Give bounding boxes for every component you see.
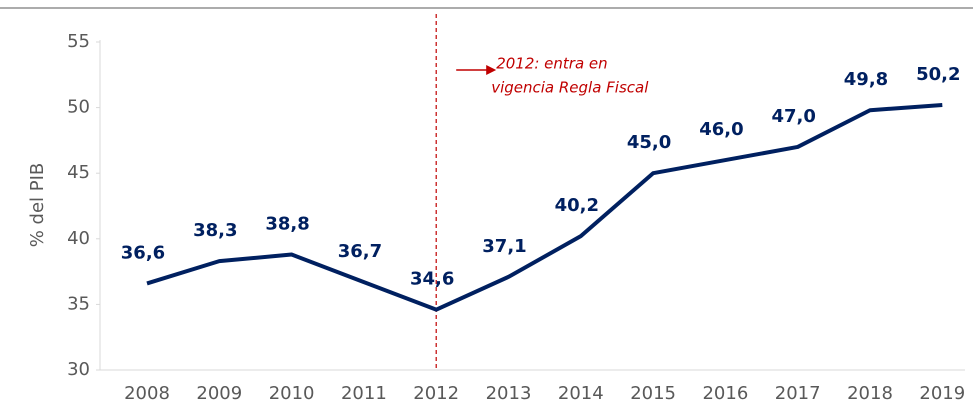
data-label: 45,0 — [627, 132, 671, 153]
data-label: 50,2 — [916, 64, 960, 85]
x-tick-label: 2009 — [196, 383, 242, 404]
annotation-text: vigencia Regla Fiscal — [491, 79, 649, 97]
y-tick-label: 45 — [67, 162, 90, 183]
annotation-text: 2012: entra en — [496, 55, 607, 73]
x-tick-label: 2014 — [558, 383, 604, 404]
x-tick-label: 2018 — [847, 383, 893, 404]
data-label: 47,0 — [771, 106, 815, 127]
x-tick-label: 2008 — [124, 383, 170, 404]
y-tick-label: 50 — [67, 97, 90, 118]
line-series — [146, 102, 943, 312]
data-label: 38,3 — [193, 220, 237, 241]
y-tick-label: 40 — [67, 228, 90, 249]
data-label: 36,6 — [121, 242, 165, 263]
data-label: 34,6 — [410, 269, 454, 290]
x-tick-label: 2011 — [341, 383, 387, 404]
x-tick-label: 2010 — [269, 383, 315, 404]
x-tick-label: 2017 — [775, 383, 821, 404]
y-tick-label: 55 — [67, 31, 90, 52]
annotation-arrowhead — [486, 65, 497, 75]
data-label: 36,7 — [338, 241, 382, 262]
data-label: 37,1 — [482, 236, 526, 257]
y-axis-label: % del PIB — [27, 163, 48, 248]
y-tick-label: 30 — [67, 359, 90, 380]
x-tick-label: 2013 — [486, 383, 532, 404]
data-label: 49,8 — [844, 69, 888, 90]
data-label: 46,0 — [699, 119, 743, 140]
x-tick-label: 2012 — [413, 383, 459, 404]
x-tick-label: 2019 — [919, 383, 965, 404]
x-tick-label: 2016 — [702, 383, 748, 404]
data-label: 38,8 — [265, 214, 309, 235]
data-label: 40,2 — [555, 195, 599, 216]
x-tick-label: 2015 — [630, 383, 676, 404]
y-tick-label: 35 — [67, 293, 90, 314]
